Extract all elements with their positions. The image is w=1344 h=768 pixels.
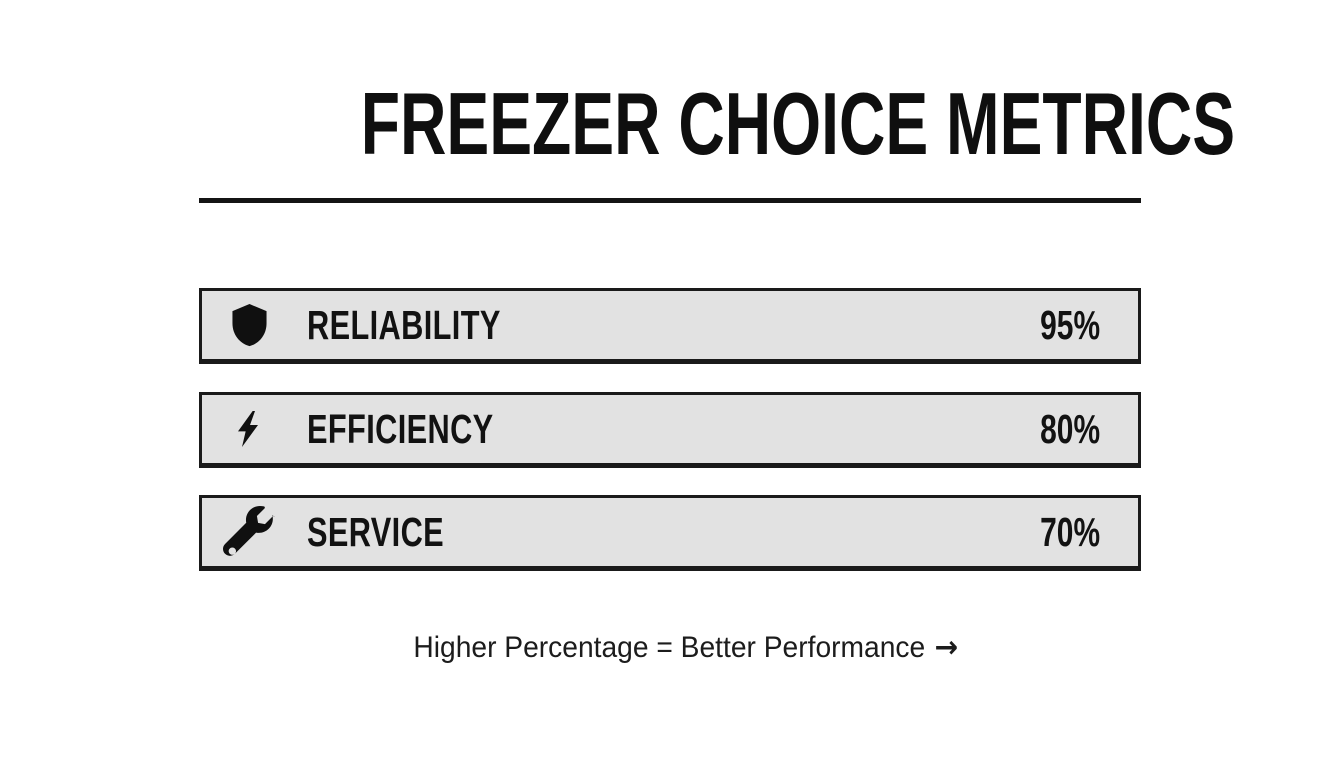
metric-row-reliability: RELIABILITY 95% — [199, 288, 1141, 364]
title-divider-rule — [199, 198, 1141, 203]
wrench-icon — [223, 504, 275, 560]
metric-value: 80% — [1040, 405, 1100, 452]
metric-row-efficiency: EFFICIENCY 80% — [199, 392, 1141, 468]
metric-value: 95% — [1040, 301, 1100, 348]
footer-note-text: Higher Percentage = Better Performance → — [414, 630, 959, 665]
page-title: FREEZER CHOICE METRICS — [199, 77, 1235, 171]
metric-label: EFFICIENCY — [307, 405, 494, 452]
lightning-bolt-icon — [223, 401, 275, 457]
right-arrow-icon: → — [934, 630, 959, 665]
shield-icon — [223, 297, 275, 353]
metric-label: SERVICE — [307, 508, 445, 555]
metric-label: RELIABILITY — [307, 301, 501, 348]
metric-value: 70% — [1040, 508, 1100, 555]
page-title-text: FREEZER CHOICE METRICS — [360, 74, 1236, 173]
footer-note-label: Higher Percentage = Better Performance — [413, 631, 926, 664]
metric-row-service: SERVICE 70% — [199, 495, 1141, 571]
content-area: FREEZER CHOICE METRICS RELIABILITY 95% E… — [199, 0, 1235, 768]
footer-note: Higher Percentage = Better Performance → — [215, 630, 1157, 665]
